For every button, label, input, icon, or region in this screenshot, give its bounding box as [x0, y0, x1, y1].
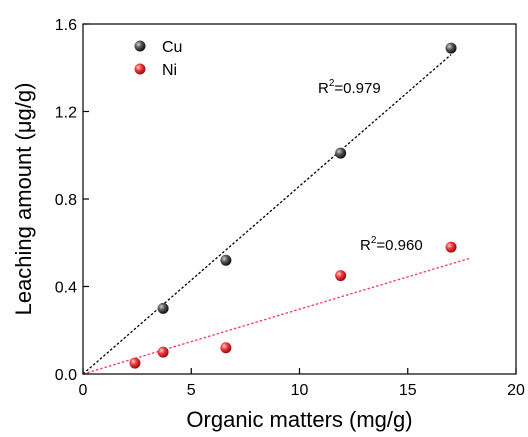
x-tick-label: 10	[291, 382, 309, 399]
data-point-cu	[445, 42, 457, 54]
y-tick-label: 1.2	[55, 105, 77, 122]
legend-label-cu: Cu	[162, 39, 182, 56]
y-tick-label: 0.4	[55, 280, 77, 297]
data-point-ni	[220, 342, 232, 354]
x-axis-title: Organic matters (mg/g)	[186, 407, 412, 432]
data-point-cu	[335, 147, 347, 159]
x-tick-label: 20	[507, 382, 525, 399]
y-axis-title: Leaching amount (μg/g)	[11, 83, 36, 316]
legend-marker-cu	[134, 40, 146, 52]
plot-frame	[82, 23, 517, 375]
x-tick-label: 0	[79, 382, 88, 399]
r-squared-label-ni: R2=0.960	[360, 235, 423, 254]
data-point-ni	[157, 346, 169, 358]
data-point-cu	[220, 254, 232, 266]
x-tick-label: 15	[399, 382, 417, 399]
data-point-cu	[157, 302, 169, 314]
data-points	[129, 42, 457, 369]
y-tick-label: 0.0	[55, 367, 77, 384]
y-tick-label: 0.8	[55, 192, 77, 209]
r-squared-label-cu: R2=0.979	[318, 78, 381, 97]
data-point-ni	[129, 357, 141, 369]
data-point-ni	[335, 270, 347, 282]
x-tick-label: 5	[187, 382, 196, 399]
fit-line-ni	[82, 257, 471, 375]
y-tick-label: 1.6	[55, 17, 77, 34]
axis-ticks: 0 5 10 15 20 0.0 0.4 0.8 1.2 1.6	[55, 17, 525, 399]
legend-label-ni: Ni	[162, 62, 177, 79]
fit-lines	[82, 54, 471, 375]
data-point-ni	[445, 241, 457, 253]
legend-marker-ni	[134, 63, 146, 75]
legend: Cu Ni	[134, 39, 182, 79]
fit-line-cu	[82, 54, 452, 375]
